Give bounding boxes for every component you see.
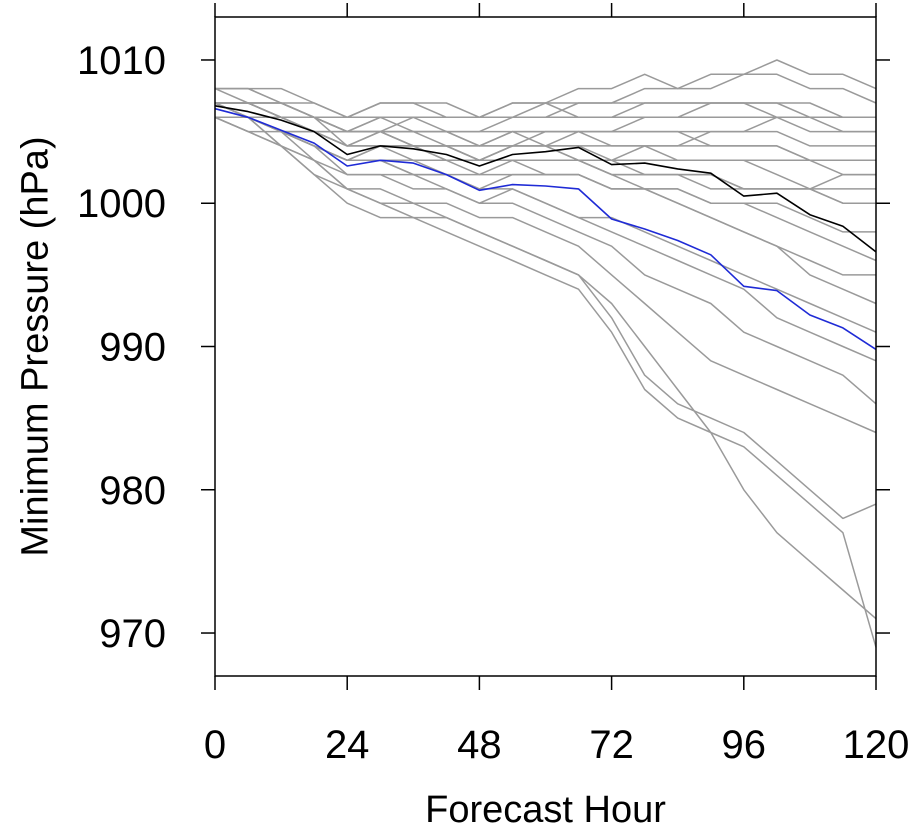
ensemble-member-line-26 bbox=[215, 116, 876, 190]
y-tick-labels: 970 980 990 1000 1010 bbox=[77, 39, 166, 656]
x-axis-title: Forecast Hour bbox=[425, 789, 666, 827]
ensemble-member-line-12 bbox=[214, 102, 877, 620]
y-tick-label-990: 990 bbox=[99, 326, 166, 370]
ensemble-member-line-15 bbox=[214, 116, 877, 434]
y-tick-label-1010: 1010 bbox=[77, 39, 166, 83]
ensemble-member-line-13 bbox=[215, 116, 877, 648]
x-tick-label-120: 120 bbox=[843, 723, 910, 767]
ensemble-members bbox=[214, 59, 877, 648]
x-tick-label-96: 96 bbox=[722, 723, 767, 767]
observed-series-line bbox=[214, 105, 877, 253]
y-tick-label-970: 970 bbox=[99, 612, 166, 656]
forecast-series-line bbox=[214, 107, 877, 351]
x-tick-labels: 0 24 48 72 96 120 bbox=[204, 723, 910, 767]
ensemble-member-line-19 bbox=[215, 116, 876, 147]
ensemble-member-line-20 bbox=[215, 102, 876, 176]
ensemble-member-line-23 bbox=[215, 116, 876, 276]
ensemble-member-line-18 bbox=[215, 87, 876, 133]
ensemble-member-line-21 bbox=[215, 116, 876, 162]
ensemble-member-line-10 bbox=[214, 116, 877, 405]
x-tick-label-72: 72 bbox=[589, 723, 634, 767]
ensemble-member-line-14 bbox=[214, 102, 877, 520]
highlight-series bbox=[214, 105, 877, 351]
y-tick-label-980: 980 bbox=[99, 469, 166, 513]
ensemble-member-line-16 bbox=[214, 87, 876, 162]
x-tick-label-0: 0 bbox=[204, 723, 226, 767]
y-axis-title: Minimum Pressure (hPa) bbox=[14, 136, 56, 556]
ensemble-member-line-6 bbox=[215, 102, 876, 147]
ensemble-member-line-9 bbox=[215, 116, 877, 333]
x-tick-label-24: 24 bbox=[325, 723, 370, 767]
ensemble-member-line-4 bbox=[215, 59, 877, 119]
x-tick-label-48: 48 bbox=[457, 723, 502, 767]
ensemble-member-line-17 bbox=[215, 102, 876, 119]
axis-ticks bbox=[201, 3, 890, 690]
y-tick-label-1000: 1000 bbox=[77, 182, 166, 226]
ensemble-member-line-25 bbox=[215, 102, 876, 133]
